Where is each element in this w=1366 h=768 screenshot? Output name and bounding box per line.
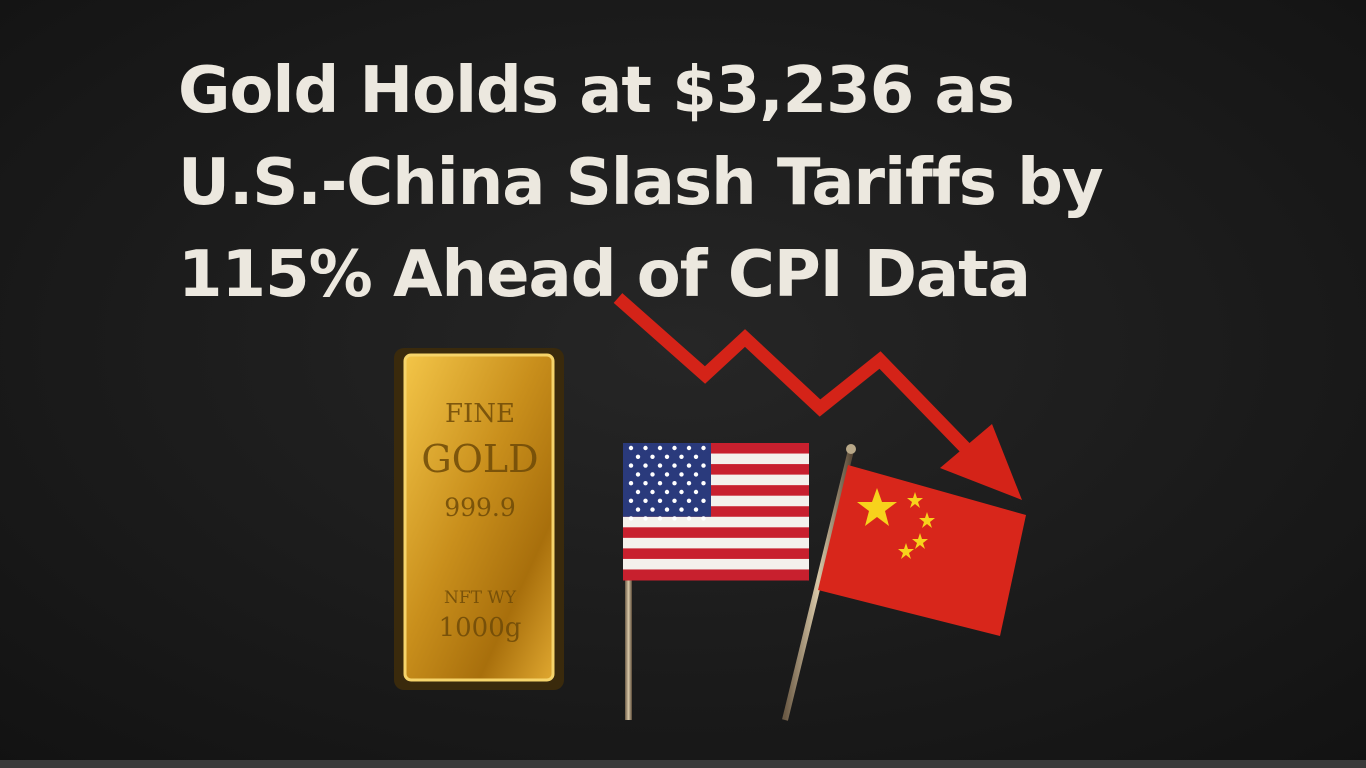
flag-stripe	[623, 527, 809, 539]
flag-star	[643, 481, 648, 486]
flag-star	[657, 516, 663, 521]
flag-star	[635, 507, 641, 512]
flag-star	[628, 445, 634, 451]
flag-star	[664, 472, 670, 477]
flag-star	[672, 516, 677, 521]
flag-star	[657, 463, 663, 468]
china-flag	[782, 444, 1026, 721]
bar-label: 999.9	[444, 493, 516, 522]
bar-label: FINE	[445, 399, 515, 429]
down-arrow	[613, 293, 1022, 500]
flag-star	[686, 481, 692, 486]
flag-star	[628, 481, 634, 486]
flag-star	[650, 454, 655, 459]
flag-stripe	[623, 464, 809, 476]
headline-line: 115% Ahead of CPI Data	[178, 238, 1030, 312]
headline-line: Gold Holds at $3,236 as	[178, 54, 1014, 128]
flag-star	[650, 489, 655, 495]
flag-star	[907, 492, 923, 508]
flag-star	[628, 516, 634, 521]
flag-star	[679, 507, 684, 512]
flag-star	[679, 454, 684, 459]
flag-star	[919, 512, 935, 528]
flag-star	[643, 463, 648, 468]
flag-star	[664, 489, 670, 495]
flag-star	[857, 488, 897, 526]
flag-star	[912, 533, 928, 549]
flag-star	[635, 472, 641, 477]
flag-star	[701, 498, 706, 503]
arrow-line	[613, 293, 980, 463]
flag-star	[657, 445, 663, 451]
flag-stripe	[623, 495, 809, 507]
flag-star	[635, 454, 641, 459]
arrow-head	[940, 424, 1022, 500]
flag-stripe	[623, 443, 809, 455]
bar-body	[403, 353, 555, 682]
flag-star	[693, 489, 699, 495]
flag-star	[650, 472, 655, 477]
flag-star	[686, 445, 692, 451]
flag-star	[628, 498, 634, 503]
flag-pole	[625, 560, 632, 720]
flag-stripe	[623, 569, 809, 581]
bar-label: 1000g	[439, 613, 522, 643]
flag-stripe	[623, 506, 809, 518]
us-flag	[623, 443, 809, 720]
flag-star	[693, 454, 699, 459]
flag-canton	[623, 443, 711, 517]
flag-stripe	[623, 485, 809, 497]
flag-star	[650, 507, 655, 512]
gold-bar: FINE GOLD 999.9 NFT WY 1000g	[394, 348, 564, 690]
flag-stripe	[623, 474, 809, 486]
flag-star	[672, 498, 677, 503]
flag-star	[664, 507, 670, 512]
flag-stripe	[623, 537, 809, 549]
flag-star	[664, 454, 670, 459]
flag-star	[701, 481, 706, 486]
flag-star	[686, 498, 692, 503]
flag-star	[672, 463, 677, 468]
flag-star	[693, 507, 699, 512]
flag-pole	[782, 449, 854, 721]
flag-stripe	[623, 558, 809, 570]
flag-star	[657, 481, 663, 486]
flag-star	[679, 472, 684, 477]
bar-label: NFT WY	[444, 588, 517, 608]
flag-star	[672, 445, 677, 451]
headline: Gold Holds at $3,236 as U.S.-China Slash…	[178, 54, 1104, 312]
pole-cap	[846, 444, 856, 454]
flag-star	[657, 498, 663, 503]
flag-star	[898, 543, 914, 559]
flag-star	[701, 516, 706, 521]
flag-star	[686, 463, 692, 468]
bottom-edge	[0, 760, 1366, 768]
flag-star	[701, 445, 706, 451]
headline-line: U.S.-China Slash Tariffs by	[178, 146, 1103, 220]
flag-star	[693, 472, 699, 477]
flag-star	[672, 481, 677, 486]
flag-stripe	[623, 453, 809, 465]
flag-star	[643, 516, 648, 521]
flag-stripe	[623, 548, 809, 560]
flag-stripe	[623, 516, 809, 528]
flag-star	[701, 463, 706, 468]
flag-star	[679, 489, 684, 495]
flag-star	[643, 498, 648, 503]
flag-star	[686, 516, 692, 521]
flag-star	[643, 445, 648, 451]
flag-star	[635, 489, 641, 495]
bar-label: GOLD	[421, 437, 538, 481]
flag-star	[628, 463, 634, 468]
